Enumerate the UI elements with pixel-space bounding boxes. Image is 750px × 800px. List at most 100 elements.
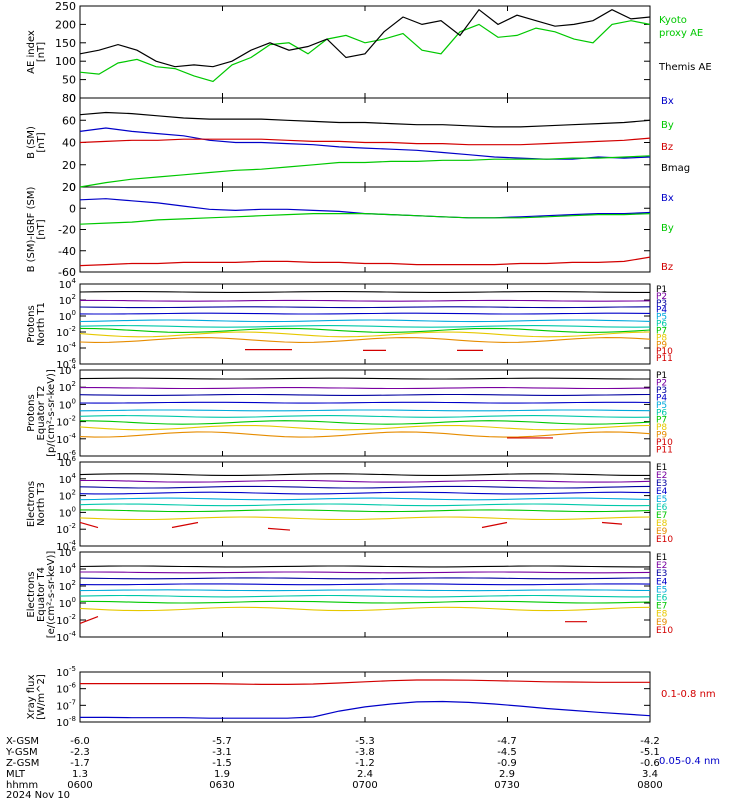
- channel-e8-line: [79, 516, 651, 521]
- y-axis-label-p7: [e/(cm²-s-sr-keV)]: [46, 551, 57, 639]
- channel-label-e3: E3: [656, 569, 667, 579]
- channel-p2-line: [80, 299, 651, 302]
- y-tick-label-p4: 10-2: [56, 325, 76, 339]
- y-axis-label-bsm-igrf: B (SM)-IGRF (SM): [26, 187, 37, 273]
- y-tick-label-p8: 10-8: [56, 715, 76, 729]
- legend-bz-p2: Bz: [661, 142, 673, 153]
- y-tick-label-p4: 100: [59, 309, 76, 323]
- panel-frame-4: [79, 283, 651, 365]
- channel-p1-line: [79, 377, 650, 380]
- ephemeris-value: -5.1: [640, 747, 660, 758]
- channel-fragment: [79, 521, 99, 529]
- channel-e7-line: [80, 509, 651, 513]
- legend-bx-p2: Bx: [661, 96, 674, 107]
- y-axis-label-p4: Protons: [26, 305, 37, 342]
- channel-label-e9: E9: [656, 527, 668, 537]
- ephemeris-label-mlt: MLT: [6, 769, 26, 780]
- channel-label-e7: E7: [656, 511, 667, 521]
- y-axis-label-p7: Equator T4: [36, 567, 47, 622]
- channel-label-e6: E6: [656, 503, 668, 513]
- channel-fragment: [79, 616, 99, 624]
- panel-frame-7: [79, 551, 651, 638]
- channel-label-e8: E8: [656, 519, 668, 529]
- channel-e5-line: [79, 589, 651, 592]
- y-tick-label-p6: 10-2: [56, 522, 76, 536]
- legend-bmag-p2: Bmag: [661, 163, 690, 174]
- channel-p3-line: [79, 393, 651, 396]
- ephemeris-value: -4.2: [640, 736, 660, 747]
- panel-frame-3: [79, 186, 651, 273]
- ephemeris-value: 0630: [209, 780, 234, 791]
- channel-p4-line: [79, 401, 651, 404]
- y-tick-label-p6: 106: [59, 455, 77, 469]
- channel-e5-line: [79, 497, 651, 501]
- channel-label-p9: P9: [656, 431, 667, 441]
- channel-label-p11: P11: [656, 354, 673, 364]
- channel-label-e10: E10: [656, 626, 673, 636]
- channel-p8-line: [79, 424, 651, 431]
- ephemeris-value: 1.9: [214, 769, 230, 780]
- y-tick-label-p5: 10-2: [56, 415, 76, 429]
- y-tick-label-p5: 104: [59, 363, 77, 377]
- y-tick-label-p1: 250: [55, 0, 76, 13]
- channel-label-p3: P3: [656, 299, 667, 309]
- y-tick-label-p5: 102: [59, 380, 76, 394]
- legend-kyoto: Kyoto: [659, 15, 687, 26]
- panel-frame-5: [79, 369, 651, 457]
- y-tick-label-p6: 104: [59, 472, 77, 486]
- channel-e6-line: [79, 503, 651, 507]
- ephemeris-value: 0700: [352, 780, 377, 791]
- ephemeris-value: -4.5: [497, 747, 517, 758]
- series-by: [79, 155, 651, 188]
- y-tick-label-p7: 10-2: [56, 613, 76, 627]
- channel-label-p4: P4: [656, 393, 667, 403]
- channel-p6-line: [79, 325, 651, 328]
- channel-label-p5: P5: [656, 401, 667, 411]
- ephemeris-label-hhmm: hhmm: [6, 780, 38, 791]
- channel-p9-line: [79, 337, 651, 343]
- y-axis-label-p4: North T1: [36, 302, 47, 346]
- y-axis-label-xray: Xray flux: [26, 675, 37, 720]
- channel-e7-line: [79, 600, 651, 604]
- series-themis-ae: [79, 8, 651, 68]
- y-tick-label-p7: 100: [59, 596, 76, 610]
- channel-e4-line: [79, 491, 651, 495]
- ephemeris-value: -1.7: [70, 758, 90, 769]
- series-bx: [79, 127, 651, 160]
- ephemeris-label-z-gsm: Z-GSM: [6, 758, 39, 769]
- y-tick-label-p2: 0: [69, 181, 76, 194]
- ephemeris-value: 3.4: [642, 769, 658, 780]
- y-axis-label-bsm: [nT]: [36, 132, 47, 152]
- ephemeris-value: 0730: [494, 780, 519, 791]
- y-tick-label-p1: 100: [55, 55, 76, 68]
- channel-label-p8: P8: [656, 423, 667, 433]
- ephemeris-value: -4.7: [497, 736, 517, 747]
- legend-xray-short: 0.05-0.4 nm: [659, 756, 720, 767]
- y-tick-label-p3: -60: [58, 266, 76, 279]
- legend-bx-p3: Bx: [661, 193, 674, 204]
- y-axis-label-p6: North T3: [36, 482, 47, 526]
- ephemeris-value: -2.3: [70, 747, 90, 758]
- y-tick-label-p1: 0: [69, 92, 76, 105]
- legend-themis-ae: Themis AE: [658, 62, 712, 73]
- ephemeris-value: 2.9: [499, 769, 515, 780]
- panel-frames: [79, 5, 651, 723]
- channel-fragment: [601, 521, 623, 525]
- legend-bz-p3: Bz: [661, 262, 673, 273]
- legend-xray-long: 0.1-0.8 nm: [661, 689, 716, 700]
- channel-label-e5: E5: [656, 585, 667, 595]
- y-tick-label-p3: -40: [58, 245, 76, 258]
- channel-label-e5: E5: [656, 495, 667, 505]
- ephemeris-label-y-gsm: Y-GSM: [5, 747, 38, 758]
- ephemeris-label-x-gsm: X-GSM: [6, 736, 39, 747]
- y-tick-label-p8: 10-7: [56, 698, 76, 712]
- y-tick-label-p7: 104: [59, 562, 77, 576]
- y-tick-label-p3: -20: [58, 224, 76, 237]
- y-tick-label-p5: 100: [59, 397, 76, 411]
- ephemeris-value: -1.5: [212, 758, 232, 769]
- channel-e3-line: [79, 485, 651, 489]
- channel-p1-line: [79, 291, 650, 293]
- channel-label-e2: E2: [656, 561, 667, 571]
